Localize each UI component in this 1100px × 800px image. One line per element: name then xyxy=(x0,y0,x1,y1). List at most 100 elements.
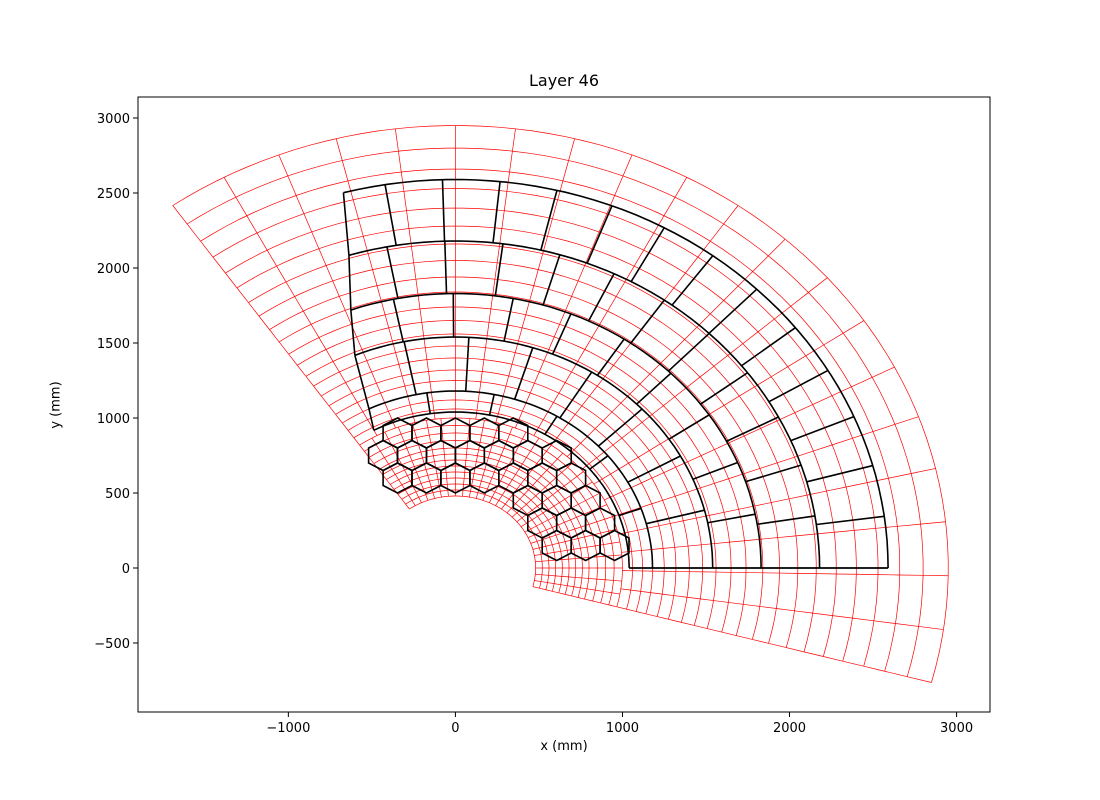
red-spoke xyxy=(397,494,403,500)
red-spoke xyxy=(580,546,588,549)
y-tick-label: 0 xyxy=(122,562,130,577)
red-spoke xyxy=(627,529,638,533)
red-spoke xyxy=(294,296,304,312)
red-spoke xyxy=(562,160,569,181)
red-spoke xyxy=(529,383,535,394)
module-ring xyxy=(354,336,714,569)
red-spoke xyxy=(626,608,637,612)
red-spoke xyxy=(872,366,895,378)
red-spoke xyxy=(318,337,327,350)
red-spoke xyxy=(831,386,852,397)
red-spoke xyxy=(492,279,496,295)
red-ring xyxy=(401,483,550,590)
red-spoke xyxy=(480,371,483,382)
red-spoke xyxy=(598,213,608,233)
red-spoke xyxy=(604,516,613,520)
red-spoke xyxy=(422,457,425,464)
red-spoke xyxy=(332,280,340,297)
red-spoke xyxy=(541,574,549,576)
module-edge xyxy=(741,327,796,367)
red-spoke xyxy=(541,560,549,562)
x-axis-label: x (mm) xyxy=(540,739,588,754)
red-spoke xyxy=(558,522,565,526)
red-spoke xyxy=(278,341,289,355)
red-spoke xyxy=(482,469,486,476)
red-spoke xyxy=(723,508,739,513)
red-spoke xyxy=(539,587,546,591)
red-spoke xyxy=(744,468,761,474)
red-spoke xyxy=(434,461,437,468)
red-spoke xyxy=(600,530,609,534)
red-spoke xyxy=(511,512,518,518)
red-spoke xyxy=(649,443,661,451)
red-spoke xyxy=(674,386,688,398)
red-spoke xyxy=(621,551,632,553)
y-tick-label: 1000 xyxy=(97,412,130,427)
red-spoke xyxy=(576,471,584,477)
red-spoke xyxy=(516,517,523,522)
red-spoke xyxy=(512,128,516,152)
red-spoke xyxy=(391,469,396,475)
red-spoke xyxy=(605,579,614,581)
red-spoke xyxy=(409,455,413,462)
module-edge xyxy=(589,455,609,470)
red-spoke xyxy=(596,451,605,459)
red-spoke xyxy=(537,253,544,270)
red-spoke xyxy=(545,544,553,547)
red-spoke xyxy=(787,355,806,367)
x-tick-label: 1000 xyxy=(606,721,639,736)
red-spoke xyxy=(487,451,491,458)
red-spoke xyxy=(439,491,442,498)
red-spoke xyxy=(663,196,676,216)
module-ring xyxy=(343,178,889,569)
red-spoke xyxy=(482,494,486,501)
red-spoke xyxy=(520,522,527,527)
red-spoke xyxy=(558,541,566,544)
red-spoke xyxy=(414,430,417,438)
red-spoke xyxy=(872,424,896,432)
red-spoke xyxy=(398,459,403,465)
red-spoke xyxy=(588,578,597,580)
module-edge xyxy=(444,241,448,294)
red-spoke xyxy=(604,495,614,501)
red-spoke xyxy=(571,490,579,496)
red-spoke xyxy=(603,591,612,594)
red-spoke xyxy=(310,324,320,338)
red-spoke xyxy=(873,620,896,624)
chart-title: Layer 46 xyxy=(528,71,600,90)
red-spoke xyxy=(425,469,429,476)
red-spoke xyxy=(729,435,745,444)
red-spoke xyxy=(515,498,521,504)
red-spoke xyxy=(384,402,389,412)
red-spoke xyxy=(790,292,809,307)
red-spoke xyxy=(834,530,855,533)
red-spoke xyxy=(570,503,579,509)
red-spoke xyxy=(533,269,539,286)
red-spoke xyxy=(812,612,833,616)
red-spoke xyxy=(358,218,364,237)
red-spoke xyxy=(636,611,646,615)
red-spoke xyxy=(379,450,385,458)
red-spoke xyxy=(511,474,516,480)
red-spoke xyxy=(547,218,553,237)
x-tick-label: −1000 xyxy=(266,721,310,736)
red-spoke xyxy=(643,232,655,251)
red-spoke xyxy=(534,371,540,384)
red-spoke xyxy=(368,457,375,464)
red-spoke xyxy=(532,480,538,486)
red-spoke xyxy=(637,527,648,531)
red-spoke xyxy=(823,332,844,346)
red-spoke xyxy=(728,473,745,480)
red-spoke xyxy=(400,433,405,442)
red-spoke xyxy=(651,472,664,479)
red-spoke xyxy=(392,340,396,353)
red-spoke xyxy=(587,428,596,437)
red-spoke xyxy=(552,490,559,496)
red-spoke xyxy=(622,154,633,177)
red-spoke xyxy=(694,625,708,629)
red-spoke xyxy=(547,494,553,499)
red-spoke xyxy=(531,516,538,521)
red-spoke xyxy=(771,366,788,378)
module-edge xyxy=(586,205,613,264)
